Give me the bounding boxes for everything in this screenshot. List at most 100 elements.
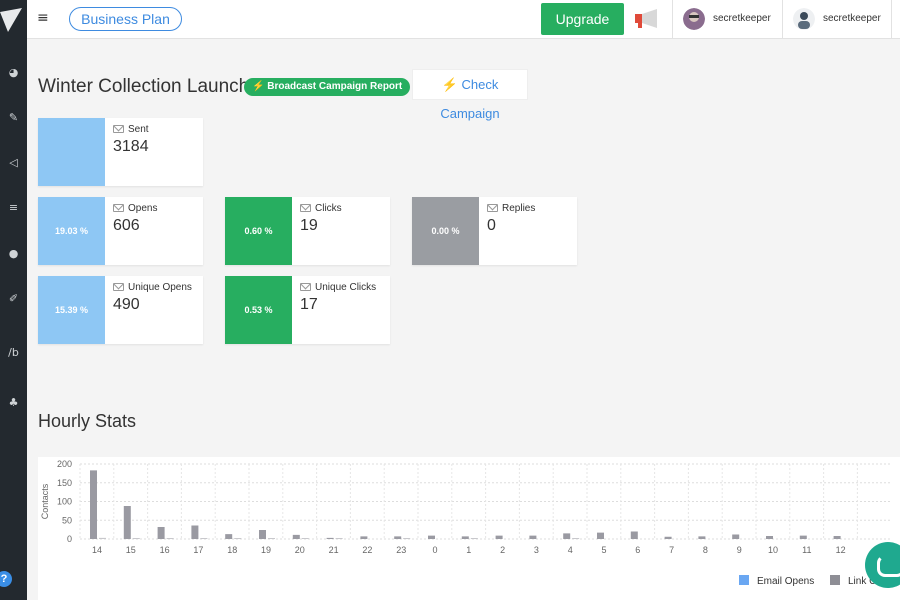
x-tick-label: 16 xyxy=(160,545,170,555)
envelope-icon xyxy=(300,283,311,291)
bar xyxy=(335,538,343,539)
edit-icon[interactable]: ✎ xyxy=(8,111,19,124)
stat-value: 606 xyxy=(113,217,140,234)
paper-plane-logo-icon xyxy=(0,8,22,32)
x-tick-label: 1 xyxy=(466,545,471,555)
bar xyxy=(766,536,773,539)
bar xyxy=(259,530,266,539)
bar xyxy=(664,536,672,539)
bar xyxy=(529,535,537,539)
users-icon[interactable]: ♣ xyxy=(8,396,19,409)
stat-rate: 19.03 % xyxy=(38,197,105,265)
bar xyxy=(292,534,300,539)
y-tick-label: 200 xyxy=(57,459,72,469)
legend-swatch xyxy=(830,575,840,585)
legend-label: Link C xyxy=(848,576,877,587)
bar xyxy=(495,535,503,539)
x-tick-label: 17 xyxy=(193,545,203,555)
x-tick-label: 19 xyxy=(261,545,271,555)
x-tick-label: 10 xyxy=(768,545,778,555)
y-tick-label: 0 xyxy=(67,534,72,544)
bar xyxy=(403,538,411,539)
chat-widget-button[interactable] xyxy=(865,542,900,588)
megaphone-icon[interactable] xyxy=(635,9,661,29)
x-tick-label: 0 xyxy=(432,545,437,555)
x-tick-label: 9 xyxy=(737,545,742,555)
legend-swatch xyxy=(739,575,749,585)
code-icon[interactable]: /b xyxy=(8,346,19,359)
x-tick-label: 8 xyxy=(703,545,708,555)
check-campaign-button[interactable]: ⚡ Check Campaign xyxy=(412,69,528,121)
business-plan-badge[interactable]: Business Plan xyxy=(69,7,182,31)
x-tick-label: 18 xyxy=(227,545,237,555)
stat-label: Opens xyxy=(128,203,158,214)
bar xyxy=(268,538,275,539)
bar xyxy=(461,536,469,539)
bar xyxy=(799,535,807,539)
legend-item-link-clicks[interactable]: Link C xyxy=(830,575,876,587)
stat-label: Sent xyxy=(128,124,149,135)
stat-card-opens: 19.03 % Opens 606 xyxy=(38,197,203,265)
stat-label: Clicks xyxy=(315,203,342,214)
bar xyxy=(225,534,233,539)
hourly-stats-title: Hourly Stats xyxy=(38,411,137,431)
help-icon[interactable]: ? xyxy=(0,571,12,587)
username: secretkeeper xyxy=(823,13,881,24)
stat-color-block xyxy=(38,118,105,186)
bar xyxy=(99,537,106,539)
x-tick-label: 21 xyxy=(329,545,339,555)
x-tick-label: 6 xyxy=(635,545,640,555)
upgrade-button[interactable]: Upgrade xyxy=(541,3,624,35)
topbar-divider xyxy=(782,0,783,39)
username: secretkeeper xyxy=(713,13,771,24)
stat-value: 19 xyxy=(300,217,318,234)
y-tick-label: 100 xyxy=(57,497,72,507)
stat-value: 0 xyxy=(487,217,496,234)
bar xyxy=(360,536,368,539)
list-icon[interactable]: ≡ xyxy=(8,201,19,214)
x-tick-label: 14 xyxy=(92,545,102,555)
bar xyxy=(732,534,740,539)
envelope-icon xyxy=(113,283,124,291)
y-tick-label: 150 xyxy=(57,478,72,488)
broadcast-icon[interactable]: ◁ xyxy=(9,156,18,169)
bar xyxy=(200,538,208,539)
legend-item-email-opens[interactable]: Email Opens xyxy=(739,575,814,587)
menu-toggle-icon[interactable]: ≡ xyxy=(37,10,49,26)
x-tick-label: 20 xyxy=(295,545,305,555)
bar xyxy=(563,533,571,539)
x-tick-label: 4 xyxy=(568,545,573,555)
stat-card-replies: 0.00 % Replies 0 xyxy=(412,197,577,265)
bar xyxy=(470,538,478,539)
drop-icon[interactable]: ● xyxy=(8,247,19,260)
stat-value: 17 xyxy=(300,296,318,313)
bar xyxy=(123,506,131,539)
envelope-icon xyxy=(487,204,498,212)
stat-rate: 15.39 % xyxy=(38,276,105,344)
page-title: Winter Collection Launch xyxy=(38,76,250,97)
x-tick-label: 11 xyxy=(802,545,811,555)
envelope-icon xyxy=(113,125,124,133)
x-tick-label: 12 xyxy=(836,545,846,555)
x-tick-label: 7 xyxy=(669,545,674,555)
topbar: ≡ Business Plan Upgrade secretkeeper sec… xyxy=(27,0,900,39)
x-tick-label: 23 xyxy=(396,545,406,555)
stat-value: 490 xyxy=(113,296,140,313)
stat-label: Replies xyxy=(502,203,536,214)
pencil-icon[interactable]: ✐ xyxy=(8,292,19,305)
x-tick-label: 5 xyxy=(601,545,606,555)
stat-rate: 0.60 % xyxy=(225,197,292,265)
envelope-icon xyxy=(113,204,124,212)
bar xyxy=(90,470,97,539)
avatar-icon xyxy=(793,8,815,30)
envelope-icon xyxy=(300,204,311,212)
topbar-divider xyxy=(891,0,892,39)
bar xyxy=(166,538,174,539)
dashboard-icon[interactable]: ◕ xyxy=(8,66,19,79)
bar xyxy=(394,536,402,539)
bar xyxy=(833,536,841,539)
bar xyxy=(698,536,706,539)
stat-label: Unique Clicks xyxy=(315,282,377,293)
x-tick-label: 2 xyxy=(500,545,505,555)
